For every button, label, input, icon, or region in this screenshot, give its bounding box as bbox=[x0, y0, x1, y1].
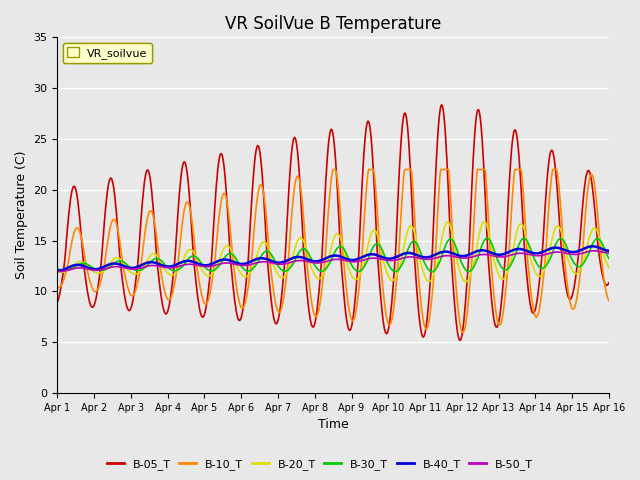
B-40_T bbox=[54, 268, 61, 274]
B-05_T bbox=[63, 226, 71, 232]
B-50_T bbox=[56, 269, 63, 275]
B-30_T bbox=[205, 267, 213, 273]
B-30_T bbox=[400, 257, 408, 263]
Legend: VR_soilvue: VR_soilvue bbox=[63, 43, 152, 63]
B-40_T bbox=[206, 262, 214, 267]
B-10_T bbox=[63, 264, 71, 270]
B-10_T bbox=[330, 167, 337, 172]
B-30_T bbox=[63, 267, 71, 273]
B-20_T bbox=[400, 243, 408, 249]
B-10_T bbox=[417, 300, 425, 306]
B-10_T bbox=[54, 284, 61, 290]
B-50_T bbox=[417, 256, 425, 262]
Line: B-40_T: B-40_T bbox=[58, 246, 609, 271]
B-20_T bbox=[605, 265, 612, 271]
B-05_T bbox=[205, 280, 213, 286]
B-30_T bbox=[428, 269, 436, 275]
Line: B-05_T: B-05_T bbox=[58, 105, 609, 340]
B-10_T bbox=[176, 239, 184, 245]
B-30_T bbox=[176, 265, 184, 271]
Line: B-20_T: B-20_T bbox=[58, 222, 609, 282]
Line: B-10_T: B-10_T bbox=[58, 169, 609, 332]
B-30_T bbox=[54, 266, 61, 272]
B-50_T bbox=[64, 267, 72, 273]
B-40_T bbox=[177, 260, 185, 265]
B-40_T bbox=[121, 264, 129, 269]
Legend: B-05_T, B-10_T, B-20_T, B-30_T, B-40_T, B-50_T: B-05_T, B-10_T, B-20_T, B-30_T, B-40_T, … bbox=[102, 455, 538, 474]
B-20_T bbox=[54, 269, 61, 275]
Line: B-50_T: B-50_T bbox=[58, 251, 609, 272]
X-axis label: Time: Time bbox=[318, 419, 349, 432]
B-10_T bbox=[205, 294, 213, 300]
Line: B-30_T: B-30_T bbox=[58, 238, 609, 272]
Title: VR SoilVue B Temperature: VR SoilVue B Temperature bbox=[225, 15, 442, 33]
B-30_T bbox=[605, 256, 612, 262]
B-40_T bbox=[605, 248, 612, 253]
B-05_T bbox=[400, 111, 408, 117]
B-10_T bbox=[401, 167, 409, 172]
B-10_T bbox=[458, 329, 466, 335]
B-50_T bbox=[121, 265, 129, 271]
B-05_T bbox=[54, 299, 61, 305]
B-40_T bbox=[401, 251, 409, 256]
B-50_T bbox=[54, 268, 61, 274]
B-50_T bbox=[401, 255, 409, 261]
B-40_T bbox=[64, 265, 72, 271]
B-40_T bbox=[417, 253, 425, 259]
B-40_T bbox=[54, 268, 62, 274]
B-30_T bbox=[120, 260, 128, 265]
B-30_T bbox=[417, 248, 424, 254]
B-05_T bbox=[605, 280, 612, 286]
B-20_T bbox=[461, 279, 469, 285]
B-20_T bbox=[176, 264, 184, 270]
B-05_T bbox=[176, 182, 184, 188]
B-30_T bbox=[483, 235, 491, 241]
Y-axis label: Soil Temperature (C): Soil Temperature (C) bbox=[15, 151, 28, 279]
B-50_T bbox=[591, 248, 598, 253]
B-10_T bbox=[605, 298, 612, 303]
B-20_T bbox=[63, 268, 71, 274]
B-05_T bbox=[417, 323, 424, 328]
B-50_T bbox=[177, 263, 185, 269]
B-50_T bbox=[206, 264, 214, 269]
B-20_T bbox=[120, 262, 128, 267]
B-40_T bbox=[588, 243, 596, 249]
B-05_T bbox=[438, 102, 445, 108]
B-50_T bbox=[605, 250, 612, 256]
B-05_T bbox=[456, 337, 464, 343]
B-05_T bbox=[120, 290, 128, 296]
B-20_T bbox=[480, 219, 488, 225]
B-20_T bbox=[205, 273, 213, 279]
B-20_T bbox=[417, 258, 424, 264]
B-10_T bbox=[120, 268, 128, 274]
